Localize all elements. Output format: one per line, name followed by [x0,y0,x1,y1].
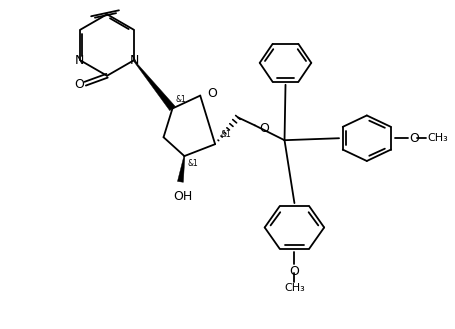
Text: O: O [74,78,84,91]
Text: CH₃: CH₃ [284,283,305,292]
Polygon shape [177,156,185,182]
Text: &1: &1 [187,159,198,168]
Polygon shape [133,60,175,111]
Text: N: N [130,54,139,67]
Text: O: O [410,132,420,145]
Text: &1: &1 [220,130,231,139]
Text: O: O [207,87,217,100]
Text: &1: &1 [176,94,186,104]
Text: CH₃: CH₃ [427,133,448,143]
Text: OH: OH [173,190,192,203]
Text: O: O [260,122,270,135]
Text: N: N [75,54,84,67]
Text: O: O [289,265,299,278]
